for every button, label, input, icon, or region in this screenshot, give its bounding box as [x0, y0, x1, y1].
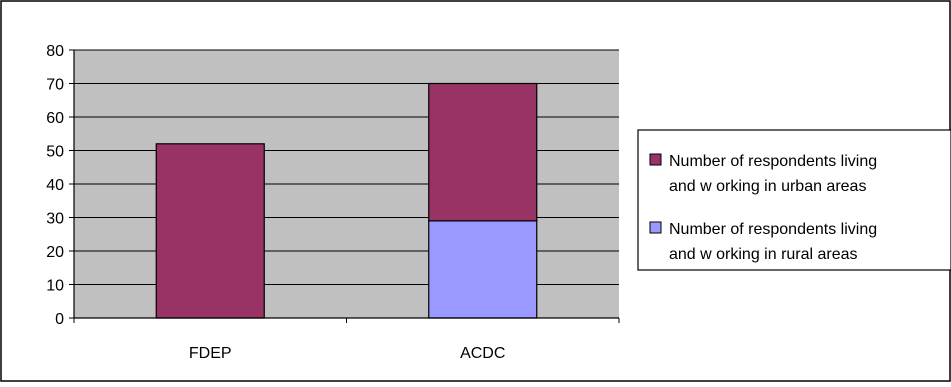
legend-label-rural-line1: Number of respondents living — [669, 221, 877, 238]
y-tick-label-20: 20 — [46, 244, 64, 261]
y-tick-label-80: 80 — [46, 43, 64, 60]
legend-swatch-rural — [649, 221, 662, 234]
y-tick-label-0: 0 — [55, 311, 64, 328]
bar-acdc-series-1 — [428, 82, 538, 222]
y-tick-label-40: 40 — [46, 177, 64, 194]
legend-label-urban-line1: Number of respondents living — [669, 153, 877, 170]
axes — [69, 49, 620, 323]
legend-label-rural-line2: and w orking in rural areas — [669, 246, 858, 263]
y-tick-label-50: 50 — [46, 144, 64, 161]
legend-swatch-urban — [649, 153, 662, 166]
legend: Number of respondents living and w orkin… — [637, 129, 951, 271]
bars — [155, 82, 538, 319]
y-tick-label-60: 60 — [46, 110, 64, 127]
y-tick-label-10: 10 — [46, 278, 64, 295]
bar-fdep-series-1 — [155, 143, 265, 319]
y-tick-label-70: 70 — [46, 77, 64, 94]
x-tick-label-acdc: ACDC — [460, 345, 505, 362]
y-tick-labels: 0 10 20 30 40 50 60 70 80 — [46, 43, 64, 328]
x-tick-labels: FDEP ACDC — [189, 345, 506, 362]
legend-label-urban-line2: and w orking in urban areas — [669, 178, 866, 195]
legend-box — [637, 129, 951, 271]
x-tick-label-fdep: FDEP — [189, 345, 232, 362]
y-tick-label-30: 30 — [46, 211, 64, 228]
bar-acdc-series-0 — [428, 220, 538, 319]
